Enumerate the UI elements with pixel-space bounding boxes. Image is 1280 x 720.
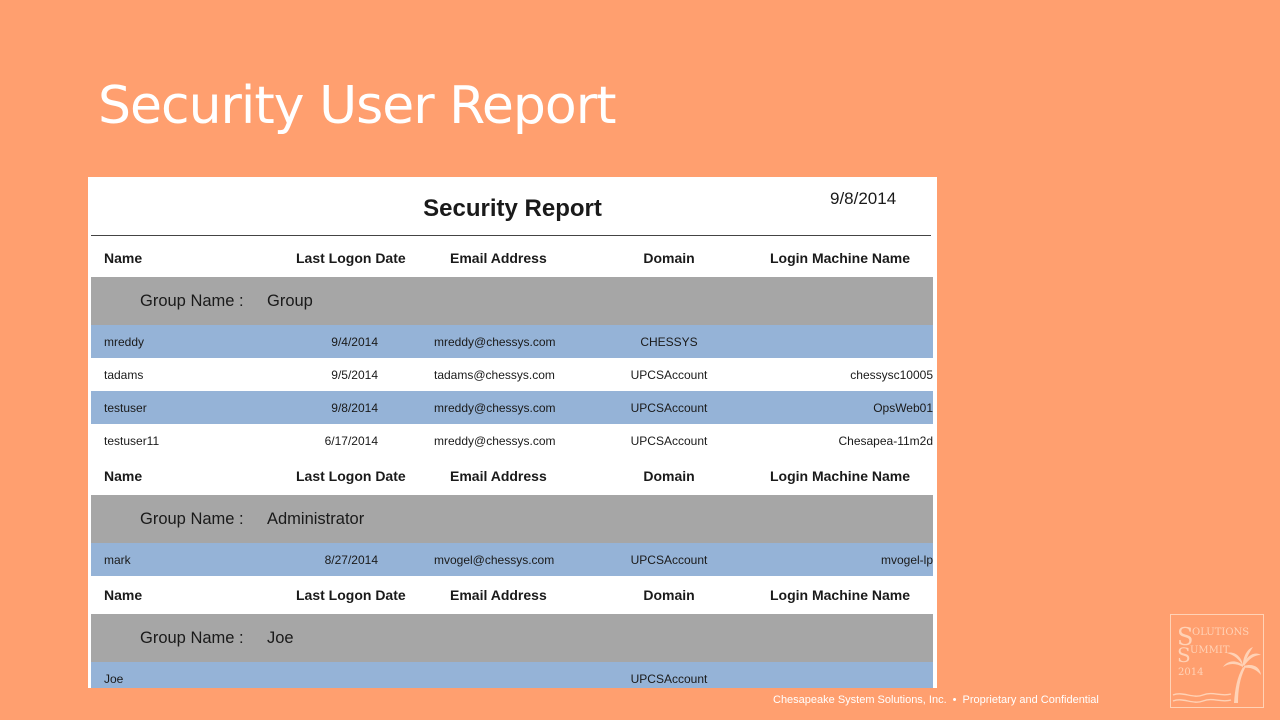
cell-machine [693,325,933,358]
cell-name: Joe [104,671,124,686]
column-header-row: Name Last Logon Date Email Address Domai… [91,576,933,614]
group-header: Group Name : Group [91,277,933,325]
table-row: testuser 9/8/2014 mreddy@chessys.com UPC… [91,391,933,424]
cell-name: tadams [104,367,144,382]
footer: Chesapeake System Solutions, Inc. • Propri… [773,694,1099,706]
cell-name: testuser [104,400,147,415]
col-header-email: Email Address [450,468,547,484]
logo-line1: OLUTIONS [1192,627,1249,638]
table-row: tadams 9/5/2014 tadams@chessys.com UPCSA… [91,358,933,391]
footer-company: Chesapeake System Solutions, Inc. [773,694,947,706]
solutions-summit-logo: S OLUTIONS S UMMIT 2014 [1170,614,1264,708]
footer-separator: • [952,694,957,706]
cell-domain: CHESSYS [640,334,698,349]
col-header-name: Name [104,250,143,266]
security-report: Security Report 9/8/2014 Name Last Logon… [88,177,937,688]
group-name: Joe [267,628,294,647]
cell-last-logon: 9/5/2014 [331,367,378,382]
cell-last-logon: 8/27/2014 [324,552,378,567]
palm-tree-icon [1223,647,1261,703]
col-header-machine: Login Machine Name [770,250,911,266]
cell-last-logon: 9/4/2014 [331,334,378,349]
cell-email: mreddy@chessys.com [434,433,556,448]
logo-mark: S OLUTIONS S UMMIT 2014 [1172,623,1261,703]
cell-domain: UPCSAccount [630,367,708,382]
cell-last-logon: 6/17/2014 [324,433,378,448]
column-header-row: Name Last Logon Date Email Address Domai… [91,239,933,277]
logo-line2: UMMIT [1190,645,1230,656]
cell-name: testuser11 [104,433,160,448]
col-header-machine: Login Machine Name [770,587,911,603]
col-header-name: Name [104,468,143,484]
report-title: Security Report [423,195,602,222]
cell-domain: UPCSAccount [630,400,708,415]
col-header-last-logon: Last Logon Date [296,587,406,603]
table-row: mreddy 9/4/2014 mreddy@chessys.com CHESS… [91,325,933,358]
group-label: Group Name : [140,509,244,528]
col-header-domain: Domain [643,250,695,266]
cell-domain: UPCSAccount [630,433,708,448]
slide-title: Security User Report [98,76,616,136]
cell-email: tadams@chessys.com [434,367,555,382]
cell-machine: OpsWeb01 [873,400,933,415]
col-header-machine: Login Machine Name [770,468,911,484]
group-name: Group [267,291,313,310]
group-label: Group Name : [140,628,244,647]
cell-machine: mvogel-lp [880,552,933,567]
cell-domain: UPCSAccount [630,671,708,686]
group-label: Group Name : [140,291,244,310]
column-header-row: Name Last Logon Date Email Address Domai… [91,457,933,495]
col-header-last-logon: Last Logon Date [296,468,406,484]
logo-initial-1: S [1177,623,1193,651]
col-header-email: Email Address [450,250,547,266]
logo-wave [1172,692,1232,697]
header-divider [91,235,931,236]
cell-email: mreddy@chessys.com [434,334,556,349]
logo-year: 2014 [1178,667,1203,678]
col-header-domain: Domain [643,468,695,484]
cell-domain: UPCSAccount [630,552,708,567]
table-row: mark 8/27/2014 mvogel@chessys.com UPCSAc… [91,543,933,576]
cell-machine: Chesapea-11m2d [838,433,933,448]
group-header: Group Name : Administrator [91,495,933,543]
cell-email: mreddy@chessys.com [434,400,556,415]
col-header-last-logon: Last Logon Date [296,250,406,266]
group-header: Group Name : Joe [91,614,933,662]
table-row: Joe UPCSAccount [91,662,933,688]
table-row: testuser11 6/17/2014 mreddy@chessys.com … [91,424,933,457]
footer-notice: Proprietary and Confidential [962,694,1099,706]
cell-machine [693,662,933,688]
col-header-email: Email Address [450,587,547,603]
cell-last-logon: 9/8/2014 [331,400,378,415]
logo-initial-2: S [1177,643,1191,667]
cell-last-logon [251,662,378,688]
cell-email: mvogel@chessys.com [434,552,555,567]
report-date: 9/8/2014 [830,189,897,208]
cell-name: mark [104,552,131,567]
logo-wave [1172,698,1232,703]
col-header-domain: Domain [643,587,695,603]
group-name: Administrator [267,509,365,528]
cell-name: mreddy [104,334,145,349]
col-header-name: Name [104,587,143,603]
cell-machine: chessysc10005 [850,367,933,382]
report-header: Security Report 9/8/2014 [88,177,937,236]
